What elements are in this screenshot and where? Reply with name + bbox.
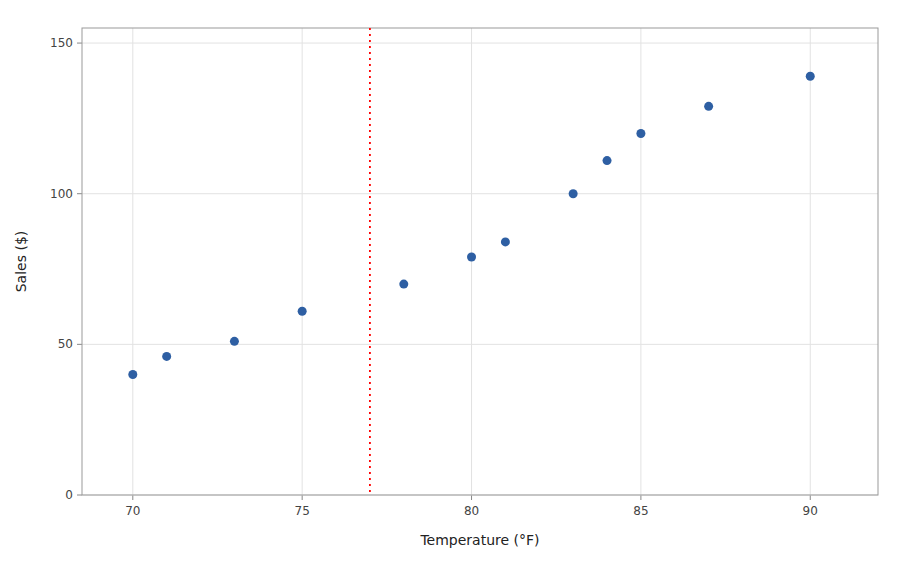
x-grid-line — [302, 28, 303, 495]
y-tick — [77, 344, 82, 345]
x-axis-label: Temperature (°F) — [419, 532, 539, 548]
x-tick — [302, 495, 303, 500]
x-tick-label: 90 — [803, 504, 818, 518]
scatter-point — [501, 237, 510, 246]
x-tick — [640, 495, 641, 500]
y-tick-label: 150 — [50, 36, 73, 50]
scatter-point — [704, 102, 713, 111]
scatter-point — [806, 72, 815, 81]
y-tick-label: 100 — [50, 187, 73, 201]
scatter-point — [569, 189, 578, 198]
x-tick — [471, 495, 472, 500]
x-tick-label: 70 — [125, 504, 140, 518]
scatter-point — [399, 280, 408, 289]
chart-container: 70 75 80 85 90 0 50 100 150 Temperature (°F) Sales… — [0, 0, 906, 567]
grid — [77, 28, 878, 500]
scatter-point — [298, 307, 307, 316]
y-tick — [77, 43, 82, 44]
y-grid-line — [82, 43, 878, 44]
plot-frame — [82, 28, 878, 495]
x-grid-line — [132, 28, 133, 495]
chart-svg: 70 75 80 85 90 0 50 100 150 Temperature (°F) Sales… — [0, 0, 906, 567]
x-tick-label: 80 — [464, 504, 479, 518]
scatter-point — [467, 252, 476, 261]
y-tick-label: 0 — [65, 488, 73, 502]
marks — [128, 28, 814, 495]
scatter-point — [128, 370, 137, 379]
y-grid-line — [82, 193, 878, 194]
x-tick — [810, 495, 811, 500]
scatter-point — [162, 352, 171, 361]
plot-area — [82, 28, 878, 495]
y-tick-label: 50 — [58, 337, 73, 351]
background — [0, 0, 906, 567]
x-grid-line — [810, 28, 811, 495]
reference-line — [369, 28, 371, 495]
y-tick — [77, 495, 82, 496]
x-grid-line — [471, 28, 472, 495]
y-axis-label: Sales ($) — [13, 231, 29, 293]
scatter-point — [636, 129, 645, 138]
tick-labels: 70 75 80 85 90 0 50 100 150 — [50, 36, 818, 518]
x-tick-label: 85 — [633, 504, 648, 518]
x-tick — [132, 495, 133, 500]
y-grid-line — [82, 344, 878, 345]
x-tick-label: 75 — [295, 504, 310, 518]
scatter-point — [603, 156, 612, 165]
x-grid-line — [640, 28, 641, 495]
y-tick — [77, 193, 82, 194]
scatter-point — [230, 337, 239, 346]
